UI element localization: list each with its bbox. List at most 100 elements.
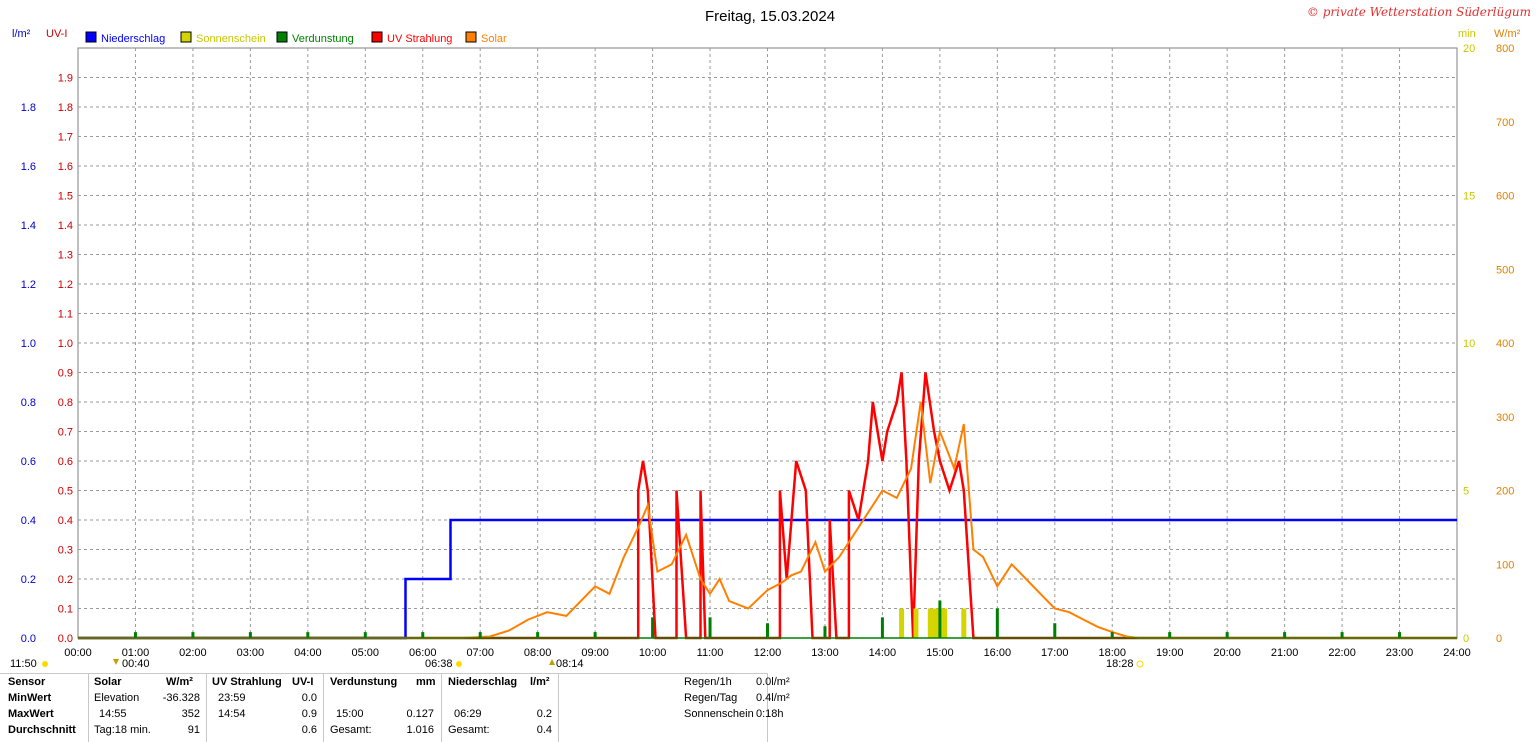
x-tick-label: 13:00 bbox=[811, 647, 839, 659]
evap-name: Verdunstung bbox=[330, 676, 398, 688]
header-sensor: Sensor bbox=[8, 676, 46, 688]
rain1h-label: Regen/1h bbox=[684, 676, 732, 688]
chart-title: Freitag, 15.03.2024 bbox=[705, 8, 835, 25]
sunshine-bar bbox=[913, 608, 919, 638]
evaporation-bar bbox=[191, 632, 195, 638]
legend-label: Sonnenschein bbox=[196, 33, 266, 45]
legend-swatch bbox=[465, 31, 477, 43]
uv-name: UV Strahlung bbox=[212, 676, 282, 688]
rainday-label: Regen/Tag bbox=[684, 692, 738, 704]
sun-high-icon bbox=[549, 659, 555, 665]
sunshine-axis-unit: min bbox=[1458, 28, 1476, 40]
x-tick-label: 12:00 bbox=[754, 647, 782, 659]
sunrise-time: 06:38 bbox=[425, 658, 453, 668]
solar-max-time: 14:55 bbox=[99, 708, 127, 720]
precip-tick-label: 0.0 bbox=[21, 633, 36, 645]
uv-unit: UV-I bbox=[292, 676, 314, 688]
uv-tick-label: 1.0 bbox=[58, 338, 73, 350]
legend-label: Solar bbox=[481, 33, 507, 45]
uv-tick-label: 0.1 bbox=[58, 604, 73, 616]
uv-tick-label: 1.1 bbox=[58, 309, 73, 321]
solar-min-label: Elevation bbox=[94, 692, 140, 704]
x-tick-label: 15:00 bbox=[926, 647, 954, 659]
x-tick-label: 17:00 bbox=[1041, 647, 1069, 659]
solar-tick-label: 800 bbox=[1496, 43, 1514, 55]
evaporation-bar bbox=[1340, 632, 1344, 638]
uv-tick-label: 0.8 bbox=[58, 397, 73, 409]
evaporation-bar bbox=[1110, 632, 1114, 638]
uv-tick-label: 1.3 bbox=[58, 250, 73, 262]
sun-icon bbox=[42, 661, 48, 667]
precip-axis-unit: l/m² bbox=[12, 28, 31, 40]
evaporation-bar bbox=[938, 600, 942, 638]
sun-time-twilight: 00:40 bbox=[122, 658, 150, 668]
legend-label: Niederschlag bbox=[101, 33, 165, 45]
uv-tick-label: 0.3 bbox=[58, 545, 73, 557]
uv-tick-label: 0.6 bbox=[58, 456, 73, 468]
evaporation-bar bbox=[133, 632, 137, 638]
solar-axis-unit: W/m² bbox=[1494, 28, 1521, 40]
x-tick-label: 11:00 bbox=[697, 647, 724, 659]
uv-min-time: 23:59 bbox=[218, 692, 246, 704]
evaporation-bar bbox=[1398, 632, 1402, 638]
x-tick-label: 18:00 bbox=[1098, 647, 1126, 659]
evaporation-bar bbox=[363, 632, 367, 638]
evaporation-bar bbox=[995, 608, 999, 638]
evaporation-bar bbox=[1168, 632, 1172, 638]
sunshine-tick-label: 20 bbox=[1463, 43, 1475, 55]
x-tick-label: 02:00 bbox=[179, 647, 207, 659]
sunshine-bar bbox=[899, 608, 905, 638]
x-tick-label: 10:00 bbox=[639, 647, 667, 659]
sunshine-tick-label: 0 bbox=[1463, 633, 1469, 645]
evaporation-bar bbox=[1225, 632, 1229, 638]
precip-unit: l/m² bbox=[530, 676, 550, 688]
solar-max-value: 352 bbox=[181, 708, 200, 720]
x-tick-label: 03:00 bbox=[237, 647, 265, 659]
solar-tick-label: 500 bbox=[1496, 264, 1514, 276]
evap-total-label: Gesamt: bbox=[330, 724, 372, 736]
evaporation-bar bbox=[306, 632, 310, 638]
x-tick-label: 09:00 bbox=[581, 647, 609, 659]
x-tick-label: 07:00 bbox=[466, 647, 494, 659]
solar-tick-label: 100 bbox=[1496, 559, 1514, 571]
sunshine-tick-label: 5 bbox=[1463, 486, 1469, 498]
solar-tick-label: 600 bbox=[1496, 191, 1514, 203]
sunset-time: 18:28 bbox=[1106, 658, 1134, 668]
evaporation-bar bbox=[651, 617, 655, 638]
evaporation-bar bbox=[593, 632, 597, 638]
precip-tick-label: 1.4 bbox=[21, 220, 36, 232]
evaporation-bar bbox=[248, 632, 252, 638]
sunrise-icon bbox=[456, 661, 462, 667]
solar-min-value: -36.328 bbox=[162, 692, 200, 704]
precip-total-value: 0.4 bbox=[536, 724, 552, 736]
sunshine-bar bbox=[961, 608, 967, 638]
legend-label: UV Strahlung bbox=[387, 33, 452, 45]
uv-tick-label: 1.7 bbox=[58, 132, 73, 144]
legend-swatch bbox=[276, 31, 288, 43]
solar-tick-label: 700 bbox=[1496, 117, 1514, 129]
x-tick-label: 14:00 bbox=[869, 647, 897, 659]
sunshine-bar bbox=[942, 608, 948, 638]
uv-tick-label: 0.2 bbox=[58, 574, 73, 586]
precip-tick-label: 1.6 bbox=[21, 161, 36, 173]
x-tick-label: 20:00 bbox=[1213, 647, 1241, 659]
uv-axis-unit: UV-I bbox=[46, 28, 67, 40]
legend-swatch bbox=[180, 31, 192, 43]
evap-max-time: 15:00 bbox=[336, 708, 364, 720]
uv-tick-label: 0.5 bbox=[58, 486, 73, 498]
legend-label: Verdunstung bbox=[292, 33, 354, 45]
legend-swatch bbox=[85, 31, 97, 43]
sunshine-bar bbox=[927, 608, 933, 638]
solar-unit: W/m² bbox=[166, 676, 193, 688]
uv-tick-label: 0.9 bbox=[58, 368, 73, 380]
header-durchschnitt: Durchschnitt bbox=[8, 724, 76, 736]
legend-swatch bbox=[371, 31, 383, 43]
sunshine-bar bbox=[932, 608, 938, 638]
sunshine-tick-label: 10 bbox=[1463, 338, 1475, 350]
x-tick-label: 16:00 bbox=[984, 647, 1012, 659]
uv-max-time: 14:54 bbox=[218, 708, 246, 720]
moon-icon bbox=[113, 659, 119, 665]
uv-min-value: 0.0 bbox=[301, 692, 317, 704]
x-tick-label: 21:00 bbox=[1271, 647, 1299, 659]
precip-tick-label: 0.2 bbox=[21, 574, 36, 586]
